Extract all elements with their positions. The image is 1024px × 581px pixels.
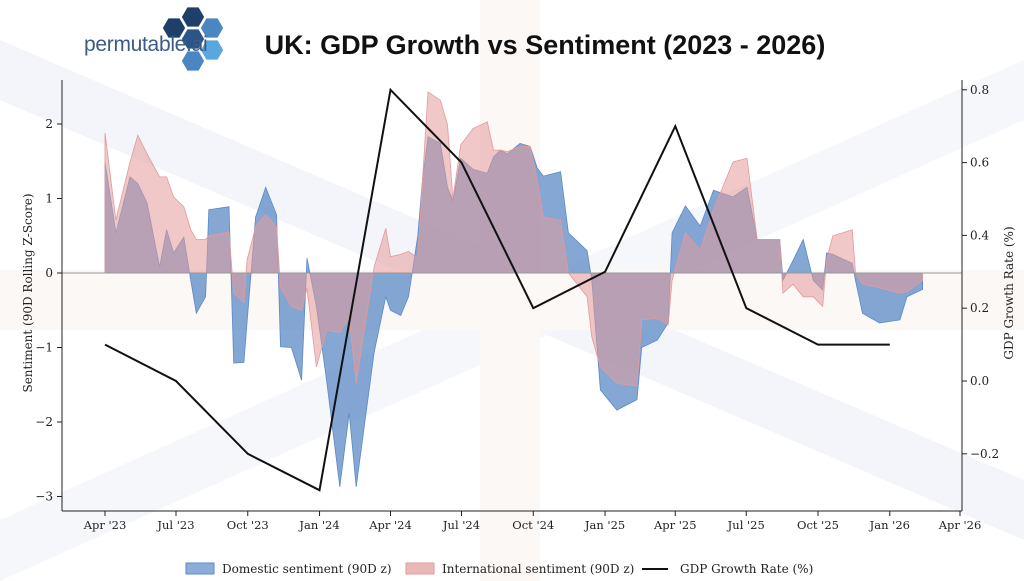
logo-hexagon <box>180 49 206 73</box>
y-tick-label-right: 0.6 <box>970 156 989 170</box>
legend-label-gdp: GDP Growth Rate (%) <box>680 562 813 576</box>
x-tick-label: Jul '25 <box>727 518 765 532</box>
x-tick-label: Apr '24 <box>368 518 412 532</box>
x-tick-label: Apr '26 <box>938 518 982 532</box>
logo-hexagon <box>180 27 206 51</box>
legend-swatch-domestic <box>185 562 215 575</box>
y-tick-label-right: 0.8 <box>970 83 989 97</box>
y-tick-label-right: 0.4 <box>970 228 989 242</box>
x-tick-label: Oct '25 <box>797 518 839 532</box>
legend-label-international: International sentiment (90D z) <box>442 562 634 576</box>
x-tick-label: Oct '23 <box>227 518 269 532</box>
y-tick-label-left: 2 <box>45 117 53 131</box>
legend-label-domestic: Domestic sentiment (90D z) <box>222 562 392 576</box>
legend-swatch-international <box>405 562 435 575</box>
y-label-right: GDP Growth Rate (%) <box>1002 226 1016 359</box>
x-tick-label: Jul '23 <box>156 518 194 532</box>
x-tick-label: Jul '24 <box>442 518 480 532</box>
international-sentiment-area <box>104 91 923 387</box>
logo-hexagon <box>199 16 225 40</box>
gdp-line <box>104 87 890 492</box>
legend: Domestic sentiment (90D z) International… <box>185 562 813 576</box>
x-tick-label: Apr '25 <box>653 518 697 532</box>
y-tick-label-left: 0 <box>45 266 53 280</box>
x-tick-label: Jan '24 <box>298 518 339 532</box>
y-tick-label-right: 0.2 <box>970 301 989 315</box>
y-tick-label-left: −3 <box>35 490 53 504</box>
chart-title: UK: GDP Growth vs Sentiment (2023 - 2026… <box>264 30 826 60</box>
logo-hexagon <box>180 5 206 29</box>
x-tick-label: Oct '24 <box>512 518 554 532</box>
y-label-left: Sentiment (90D Rolling Z-Score) <box>21 193 35 392</box>
logo-hexagon <box>199 38 225 62</box>
logo-text: permutable.ai <box>84 33 208 56</box>
y-tick-label-left: −1 <box>35 341 53 355</box>
logo-hexagon <box>161 16 187 40</box>
y-tick-label-left: −2 <box>35 415 53 429</box>
y-tick-label-left: 1 <box>45 192 53 206</box>
x-tick-label: Jan '26 <box>869 518 910 532</box>
x-tick-label: Jan '25 <box>584 518 625 532</box>
y-tick-label-right: 0.0 <box>970 374 989 388</box>
x-tick-label: Apr '23 <box>83 518 127 532</box>
y-tick-label-right: −0.2 <box>970 447 999 461</box>
